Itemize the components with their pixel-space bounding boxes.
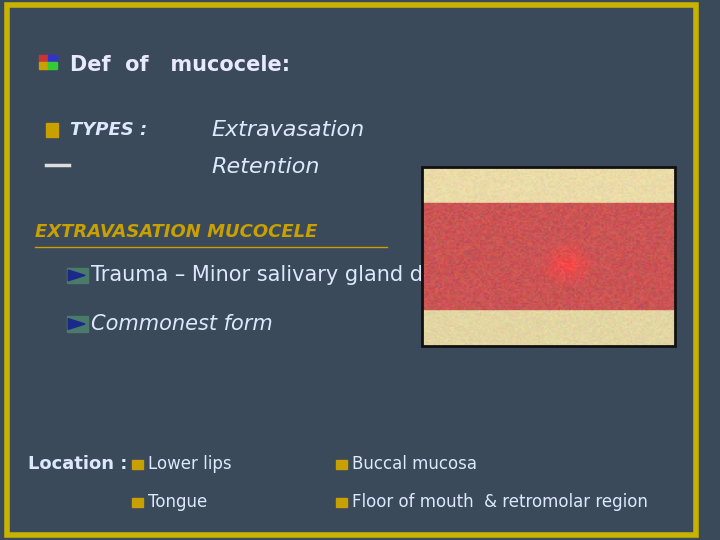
Bar <box>67 316 88 332</box>
Text: Extravasation: Extravasation <box>211 119 364 140</box>
Bar <box>39 62 48 69</box>
Polygon shape <box>68 319 85 329</box>
Text: TYPES :: TYPES : <box>71 120 148 139</box>
Polygon shape <box>68 270 85 281</box>
Text: Tongue: Tongue <box>148 493 207 511</box>
Text: Floor of mouth  & retromolar region: Floor of mouth & retromolar region <box>351 493 647 511</box>
Text: Def  of   mucocele:: Def of mucocele: <box>71 55 290 75</box>
Bar <box>39 55 48 62</box>
Bar <box>45 123 58 137</box>
Bar <box>67 268 88 283</box>
Bar <box>422 167 675 346</box>
Text: Lower lips: Lower lips <box>148 455 231 474</box>
Bar <box>132 460 143 469</box>
Text: Buccal mucosa: Buccal mucosa <box>351 455 477 474</box>
Bar <box>336 498 347 507</box>
Bar <box>336 460 347 469</box>
Bar <box>48 55 57 62</box>
Text: EXTRAVASATION MUCOCELE: EXTRAVASATION MUCOCELE <box>35 223 318 241</box>
Text: Commonest form: Commonest form <box>91 314 273 334</box>
Bar <box>132 498 143 507</box>
Text: Trauma – Minor salivary gland duct: Trauma – Minor salivary gland duct <box>91 265 456 286</box>
Text: Retention: Retention <box>211 157 320 178</box>
Text: Location :: Location : <box>28 455 127 474</box>
Bar <box>48 62 57 69</box>
